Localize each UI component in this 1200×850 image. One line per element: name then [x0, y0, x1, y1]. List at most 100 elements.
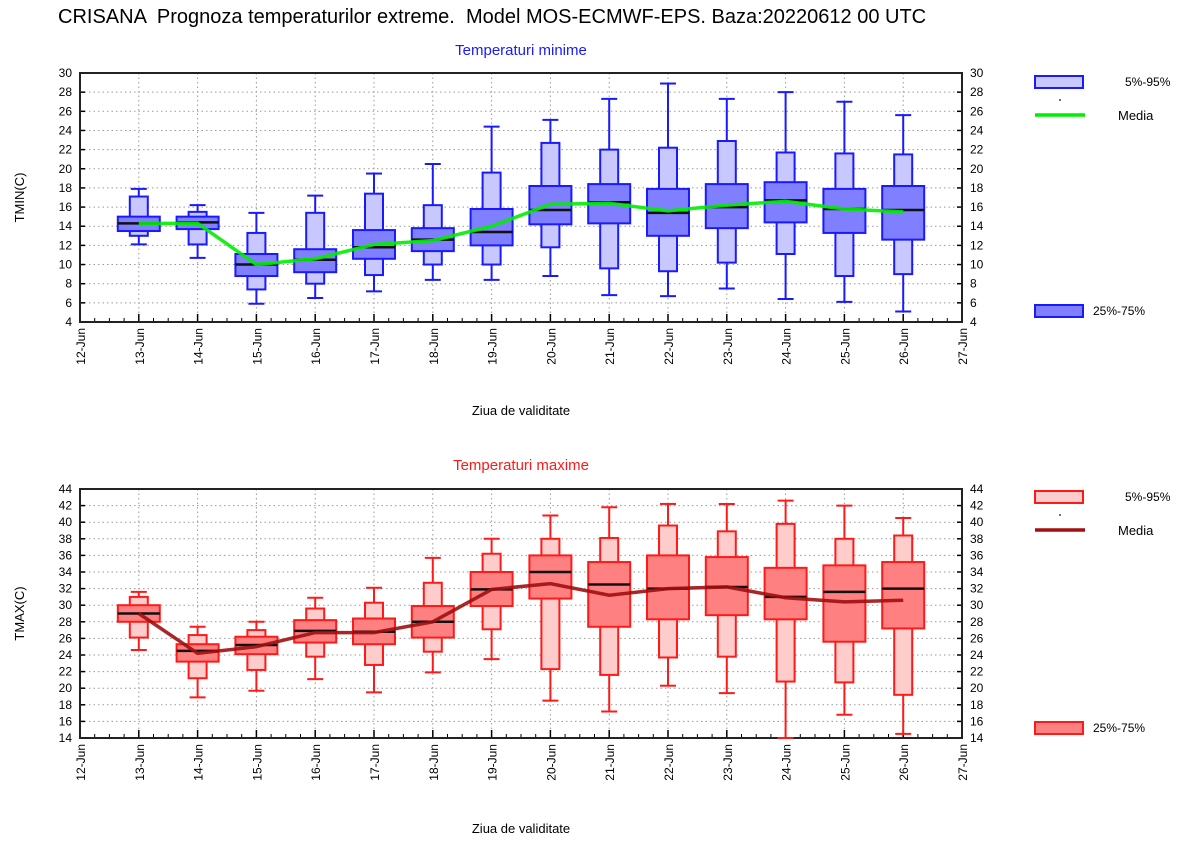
y-tick-label-right: 28 — [970, 615, 984, 629]
y-tick-label-left: 10 — [59, 258, 73, 272]
y-tick-label-left: 18 — [59, 181, 73, 195]
y-tick-label-left: 22 — [59, 665, 73, 679]
x-tick-label: 21-Jun — [603, 744, 617, 781]
box-16-Jun — [293, 596, 338, 681]
x-tick-label: 19-Jun — [486, 744, 500, 781]
y-tick-label-left: 16 — [59, 714, 73, 728]
legend-dot — [1059, 514, 1061, 516]
y-tick-label-right: 42 — [970, 499, 984, 513]
y-tick-label-left: 12 — [59, 238, 73, 252]
y-axis-label: TMIN(C) — [12, 173, 27, 223]
legend: 5%-95% Media 25%-75% — [1034, 490, 1171, 735]
y-tick-label-right: 22 — [970, 665, 984, 679]
box-25-Jun — [822, 100, 867, 303]
y-tick-label-left: 24 — [59, 123, 73, 137]
x-tick-label: 20-Jun — [544, 744, 558, 781]
y-tick-label-right: 8 — [970, 277, 977, 291]
y-tick-label-left: 4 — [65, 315, 72, 329]
box-15-Jun — [234, 620, 279, 692]
x-tick-label: 14-Jun — [192, 744, 206, 781]
box-20-Jun — [528, 118, 573, 278]
y-tick-label-left: 32 — [59, 582, 73, 596]
y-tick-label-left: 26 — [59, 631, 73, 645]
box-p25-p75 — [822, 564, 867, 643]
legend: 5%-95% Media 25%-75% — [1034, 75, 1171, 318]
x-tick-label: 16-Jun — [309, 744, 323, 781]
box-p25-p75 — [528, 554, 573, 600]
y-tick-label-left: 22 — [59, 143, 73, 157]
chart-title: Temperaturi minime — [455, 42, 587, 59]
box-18-Jun — [410, 162, 455, 281]
y-tick-label-right: 22 — [970, 143, 984, 157]
chart-1: Temperaturi minime 4 4 6 6 8 8 10 10 12 12 14 14 16 16… — [12, 42, 1171, 418]
box-13-Jun — [116, 590, 161, 652]
box-22-Jun — [646, 502, 690, 687]
y-tick-label-right: 12 — [970, 238, 984, 252]
box-13-Jun — [116, 187, 161, 246]
y-tick-label-left: 28 — [59, 615, 73, 629]
y-tick-label-left: 20 — [59, 681, 73, 695]
x-tick-label: 27-Jun — [956, 744, 970, 781]
box-p25-p75 — [881, 561, 926, 630]
y-tick-label-right: 20 — [970, 681, 984, 695]
x-tick-label: 13-Jun — [133, 744, 147, 781]
box-17-Jun — [352, 172, 396, 293]
legend-dot — [1059, 99, 1061, 101]
x-tick-label: 14-Jun — [192, 328, 206, 365]
x-tick-label: 12-Jun — [74, 328, 88, 365]
x-tick-label: 23-Jun — [721, 744, 735, 781]
legend-swatch-p5-95 — [1034, 75, 1084, 89]
y-tick-label-left: 34 — [59, 565, 73, 579]
y-tick-label-right: 28 — [970, 85, 984, 99]
x-tick-label: 18-Jun — [427, 328, 441, 365]
y-tick-label-left: 14 — [59, 219, 73, 233]
legend-label-p25-75: 25%-75% — [1093, 721, 1145, 735]
x-tick-label: 21-Jun — [603, 328, 617, 365]
x-axis-label: Ziua de validitate — [472, 403, 570, 418]
box-24-Jun — [763, 499, 808, 739]
y-tick-label-left: 26 — [59, 104, 73, 118]
mean-line — [138, 199, 904, 267]
legend-swatch-p25-75 — [1034, 304, 1084, 318]
y-tick-label-left: 40 — [59, 515, 73, 529]
x-tick-label: 25-Jun — [838, 328, 852, 365]
y-tick-label-right: 20 — [970, 162, 984, 176]
y-tick-label-left: 14 — [59, 731, 73, 745]
y-tick-label-right: 26 — [970, 631, 984, 645]
legend-label-mean: Media — [1118, 108, 1154, 123]
x-tick-label: 16-Jun — [309, 328, 323, 365]
y-tick-label-right: 34 — [970, 565, 984, 579]
x-tick-label: 15-Jun — [250, 328, 264, 365]
x-tick-label: 27-Jun — [956, 328, 970, 365]
y-tick-label-right: 44 — [970, 482, 984, 496]
x-tick-label: 17-Jun — [368, 744, 382, 781]
box-24-Jun — [763, 91, 808, 301]
box-26-Jun — [881, 517, 926, 735]
y-tick-label-left: 38 — [59, 532, 73, 546]
y-tick-label-right: 36 — [970, 548, 984, 562]
x-tick-label: 25-Jun — [838, 744, 852, 781]
x-tick-label: 19-Jun — [486, 328, 500, 365]
mean-line — [137, 581, 904, 656]
plot-frame — [79, 488, 963, 739]
y-tick-label-left: 30 — [59, 598, 73, 612]
y-tick-label-left: 30 — [59, 66, 73, 80]
x-tick-label: 13-Jun — [133, 328, 147, 365]
y-axis-label: TMAX(C) — [12, 586, 27, 640]
box-15-Jun — [234, 211, 279, 305]
y-tick-label-left: 44 — [59, 482, 73, 496]
figure-title: CRISANA Prognoza temperaturilor extreme.… — [58, 6, 927, 28]
legend-label-p5-95: 5%-95% — [1125, 75, 1171, 89]
chart-2: Temperaturi maxime 14 14 16 16 18 18 20 20 22 22 24… — [12, 457, 1171, 836]
y-tick-label-right: 24 — [970, 123, 984, 137]
box-14-Jun — [175, 625, 220, 699]
box-21-Jun — [587, 506, 632, 713]
y-tick-label-left: 16 — [59, 200, 73, 214]
x-tick-label: 22-Jun — [662, 744, 676, 781]
chart-title: Temperaturi maxime — [453, 457, 589, 474]
box-17-Jun — [352, 586, 396, 694]
y-tick-label-right: 30 — [970, 66, 984, 80]
box-16-Jun — [293, 194, 338, 300]
y-tick-label-right: 6 — [970, 296, 977, 310]
